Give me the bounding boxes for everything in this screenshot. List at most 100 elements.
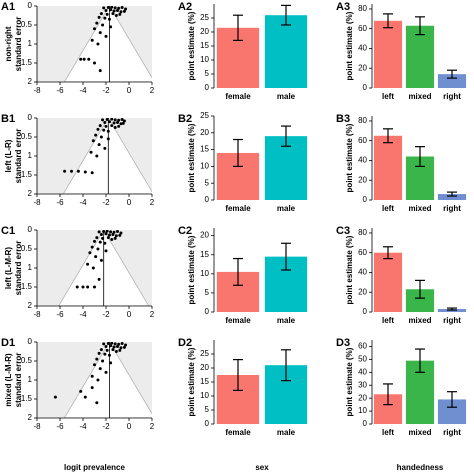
point <box>101 236 105 240</box>
y-tick-label: 25 <box>200 349 209 358</box>
y-tick-label: 2 <box>28 301 33 310</box>
x-tick-label: -4 <box>79 422 87 431</box>
y-tick-label: 20 <box>358 175 367 184</box>
point <box>70 169 73 173</box>
y-tick-label: 0 <box>363 419 368 428</box>
y-tick-label: 0 <box>28 225 33 234</box>
y-axis-label: mixed (L-M-R) <box>4 353 13 407</box>
point <box>106 129 110 133</box>
y-tick-label: 20 <box>358 287 367 296</box>
panel-label: C3 <box>336 225 350 237</box>
point <box>110 118 114 121</box>
x-tick-label: 0 <box>127 86 132 95</box>
x-tick-label: left <box>382 428 394 437</box>
point <box>97 230 101 234</box>
point <box>119 10 123 14</box>
point <box>93 363 96 367</box>
point <box>83 395 87 399</box>
y-tick-label: 15 <box>200 250 209 259</box>
point <box>106 236 110 240</box>
point <box>97 143 101 147</box>
y-tick-label: 20 <box>358 63 367 72</box>
x-tick-label: female <box>225 204 251 213</box>
x-tick-label: female <box>225 92 251 101</box>
point <box>96 378 100 382</box>
point <box>95 357 99 361</box>
y-axis-label: standard error <box>14 129 23 184</box>
x-tick-label: left <box>382 92 394 101</box>
point <box>118 233 122 237</box>
plot-area <box>37 6 152 82</box>
point <box>104 370 108 374</box>
y-tick-label: 5 <box>205 405 210 414</box>
x-tick-label: -6 <box>56 86 64 95</box>
y-tick-label: 5 <box>205 288 210 297</box>
point <box>110 238 114 241</box>
point <box>119 231 123 235</box>
plot-area <box>37 118 152 194</box>
x-tick-label: mixed <box>408 316 431 325</box>
x-tick-label: -4 <box>79 310 87 319</box>
point <box>95 154 99 158</box>
point <box>104 249 108 253</box>
point <box>110 6 114 9</box>
point <box>113 118 117 122</box>
x-tick-label: -6 <box>56 422 64 431</box>
y-tick-label: 25 <box>200 13 209 22</box>
point <box>120 118 124 122</box>
point <box>53 395 57 399</box>
x-tick-label: -8 <box>33 198 41 207</box>
point <box>118 12 122 16</box>
point <box>116 230 119 234</box>
point <box>99 258 103 262</box>
point <box>88 251 92 255</box>
panel-label: A3 <box>336 1 350 13</box>
y-tick-label: 40 <box>358 268 367 277</box>
point <box>102 230 106 234</box>
point <box>112 9 116 13</box>
point <box>90 374 94 378</box>
point <box>104 345 108 349</box>
panel-label: B2 <box>178 113 192 125</box>
point <box>87 57 91 61</box>
x-tick-label: -2 <box>102 310 110 319</box>
point <box>95 21 99 25</box>
y-tick-label: 25 <box>200 111 209 120</box>
x-axis-label: logit prevalence <box>64 463 125 472</box>
point <box>124 343 128 347</box>
point <box>111 233 115 237</box>
point <box>105 12 109 16</box>
panel-label: B1 <box>1 113 15 125</box>
y-tick-label: 80 <box>358 228 367 237</box>
point <box>106 342 110 346</box>
point <box>97 351 101 355</box>
point <box>111 12 115 16</box>
point <box>113 6 117 10</box>
bar <box>405 289 435 312</box>
panel-label: D3 <box>336 337 350 349</box>
point <box>102 342 106 346</box>
point <box>103 16 107 20</box>
plot-area <box>37 230 152 306</box>
point <box>99 12 103 16</box>
point <box>96 247 100 251</box>
x-tick-label: -2 <box>102 86 110 95</box>
y-tick-label: 0 <box>363 195 368 204</box>
funnel <box>62 118 152 194</box>
x-tick-label: mixed <box>408 204 431 213</box>
point <box>109 361 113 365</box>
y-tick-label: 60 <box>358 136 367 145</box>
point <box>107 120 111 124</box>
y-axis-label: standard error <box>14 353 23 408</box>
y-tick-label: 5 <box>205 178 210 187</box>
y-tick-label: 60 <box>358 248 367 257</box>
bar <box>373 20 403 88</box>
point <box>112 230 116 234</box>
point <box>91 266 95 270</box>
y-tick-label: 0 <box>363 307 368 316</box>
point <box>103 241 107 245</box>
y-tick-label: 0 <box>28 1 33 10</box>
x-tick-label: 2 <box>150 422 155 431</box>
x-tick-label: mixed <box>408 92 431 101</box>
y-axis-label: point estimate (%) <box>345 347 354 416</box>
